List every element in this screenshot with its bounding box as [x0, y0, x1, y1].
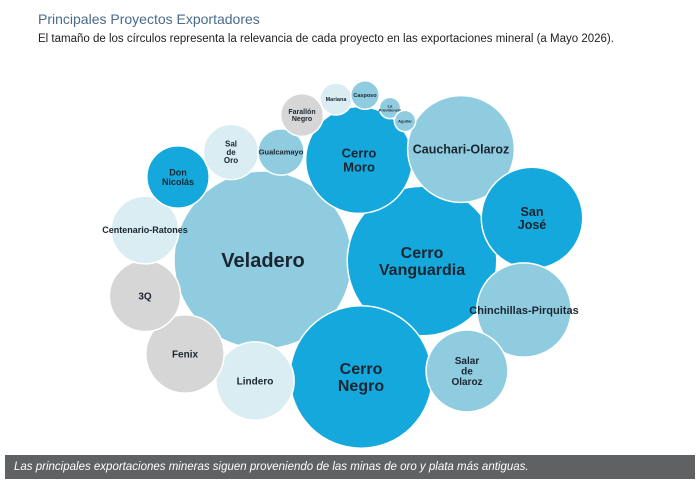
bubble-label-mariana: Mariana	[326, 97, 348, 103]
bubble-circle-farallon-negro	[279, 92, 325, 138]
bubble-label-veladero: Veladero	[221, 250, 304, 272]
bubble-cauchari-olaroz: Cauchari-Olaroz	[406, 94, 516, 204]
bubble-label-chinchillas-pirquitas: Chinchillas-Pirquitas	[469, 305, 578, 317]
bubble-circle-don-nicolas	[146, 145, 210, 209]
bubble-label-centenario-ratones: Centenario-Ratones	[102, 225, 188, 235]
bubble-farallon-negro: Farallón Negro	[279, 92, 325, 138]
bubble-label-aguilar: Aguilar	[398, 118, 412, 123]
bubble-sal-de-oro: Sal de Oro	[202, 123, 260, 181]
bubble-san-jose: San José	[480, 166, 584, 270]
bubble-label-sal-de-oro: Sal de Oro	[224, 139, 238, 165]
bubble-chinchillas-pirquitas: Chinchillas-Pirquitas	[469, 262, 579, 358]
bubble-circle-centenario-ratones	[110, 195, 180, 265]
bubble-don-nicolas: Don Nicolás	[146, 145, 210, 209]
bubble-circle-la-providencia	[378, 96, 402, 120]
caption-bar: Las principales exportaciones mineras si…	[5, 455, 695, 479]
bubble-label-cauchari-olaroz: Cauchari-Olaroz	[413, 142, 510, 156]
bubble-la-providencia: La Providencia	[378, 96, 402, 120]
bubble-cerro-moro: Cerro Moro	[304, 105, 414, 215]
bubble-3q: 3Q	[108, 259, 182, 333]
bubble-label-cerro-moro: Cerro Moro	[342, 146, 377, 175]
bubble-circle-casposo	[350, 80, 380, 110]
bubble-mariana: Mariana	[319, 82, 353, 116]
bubble-centenario-ratones: Centenario-Ratones	[102, 195, 188, 265]
chart-subtitle: El tamaño de los círculos representa la …	[38, 33, 614, 45]
bubble-lindero: Lindero	[215, 341, 295, 421]
bubble-label-salar-de-olaroz: Salar de Olaroz	[451, 356, 482, 388]
bubble-salar-de-olaroz: Salar de Olaroz	[425, 329, 509, 413]
bubble-label-cerro-vanguardia: Cerro Vanguardia	[379, 245, 465, 279]
bubble-chart: Veladero Cerro Vanguardia Cerro Negro Cerro Mo…	[102, 80, 584, 449]
chart-header: Principales Proyectos Exportadores El ta…	[38, 10, 614, 47]
bubble-circle-aguilar	[393, 109, 417, 133]
bubble-circle-salar-de-olaroz	[425, 329, 509, 413]
bubble-label-la-providencia: La Providencia	[379, 103, 402, 112]
bubble-label-lindero: Lindero	[237, 377, 274, 388]
bubble-fenix: Fenix	[145, 314, 225, 394]
bubble-label-cerro-negro: Cerro Negro	[338, 361, 384, 395]
bubble-circle-fenix	[145, 314, 225, 394]
bubble-label-don-nicolas: Don Nicolás	[162, 167, 194, 186]
bubble-cerro-negro: Cerro Negro	[289, 305, 433, 449]
bubble-casposo: Casposo	[350, 80, 380, 110]
bubble-label-3q: 3Q	[138, 292, 152, 303]
chart-title: Principales Proyectos Exportadores	[38, 11, 260, 27]
bubble-aguilar: Aguilar	[393, 109, 417, 133]
bubble-cerro-vanguardia: Cerro Vanguardia	[346, 185, 498, 337]
bubble-circle-lindero	[215, 341, 295, 421]
caption-text: Las principales exportaciones mineras si…	[14, 461, 529, 473]
bubble-circle-chinchillas-pirquitas	[476, 262, 572, 358]
bubble-circle-cauchari-olaroz	[406, 94, 516, 204]
bubble-label-san-jose: San José	[518, 205, 547, 232]
bubble-label-gualcamayo: Gualcamayo	[259, 148, 304, 157]
bubble-label-casposo: Casposo	[353, 93, 377, 99]
bubble-label-farallon-negro: Farallón Negro	[288, 109, 315, 123]
bubble-label-fenix: Fenix	[172, 350, 199, 361]
bubble-circle-gualcamayo	[257, 128, 305, 176]
bubble-gualcamayo: Gualcamayo	[257, 128, 305, 176]
